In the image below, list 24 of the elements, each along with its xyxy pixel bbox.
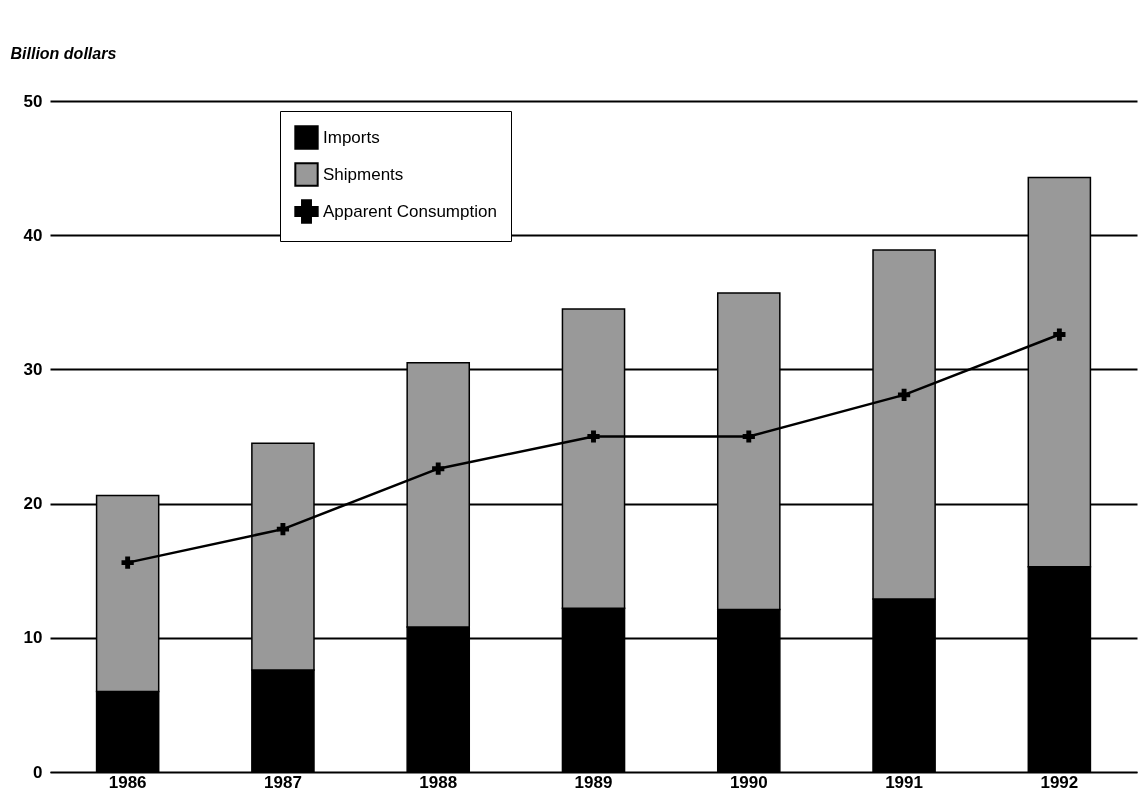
x-tick-label: 1990 — [729, 772, 768, 792]
y-tick-label: 40 — [23, 225, 43, 245]
x-tick-label: 1989 — [574, 772, 613, 792]
point — [587, 430, 600, 443]
point — [742, 430, 755, 443]
y-tick-label: 50 — [23, 91, 43, 111]
x-tick-label: 1987 — [264, 772, 302, 792]
y-axis-title: Billion dollars — [10, 44, 117, 62]
legend-label: Apparent Consumption — [323, 201, 497, 221]
y-tick-label: 30 — [23, 359, 43, 379]
point — [432, 462, 445, 475]
y-tick-label: 0 — [33, 762, 43, 782]
x-tick-label: 1992 — [1040, 772, 1079, 792]
x-tick-label: 1986 — [108, 772, 147, 792]
y-tick-label: 10 — [23, 628, 43, 648]
legend-label: Shipments — [323, 164, 404, 184]
x-tick-label: 1988 — [419, 772, 458, 792]
y-tick-label: 20 — [23, 494, 43, 514]
point — [1053, 328, 1066, 341]
point — [276, 522, 290, 536]
legend-label: Imports — [323, 127, 380, 147]
point — [897, 388, 911, 402]
point — [121, 556, 134, 569]
x-tick-label: 1991 — [885, 772, 923, 792]
